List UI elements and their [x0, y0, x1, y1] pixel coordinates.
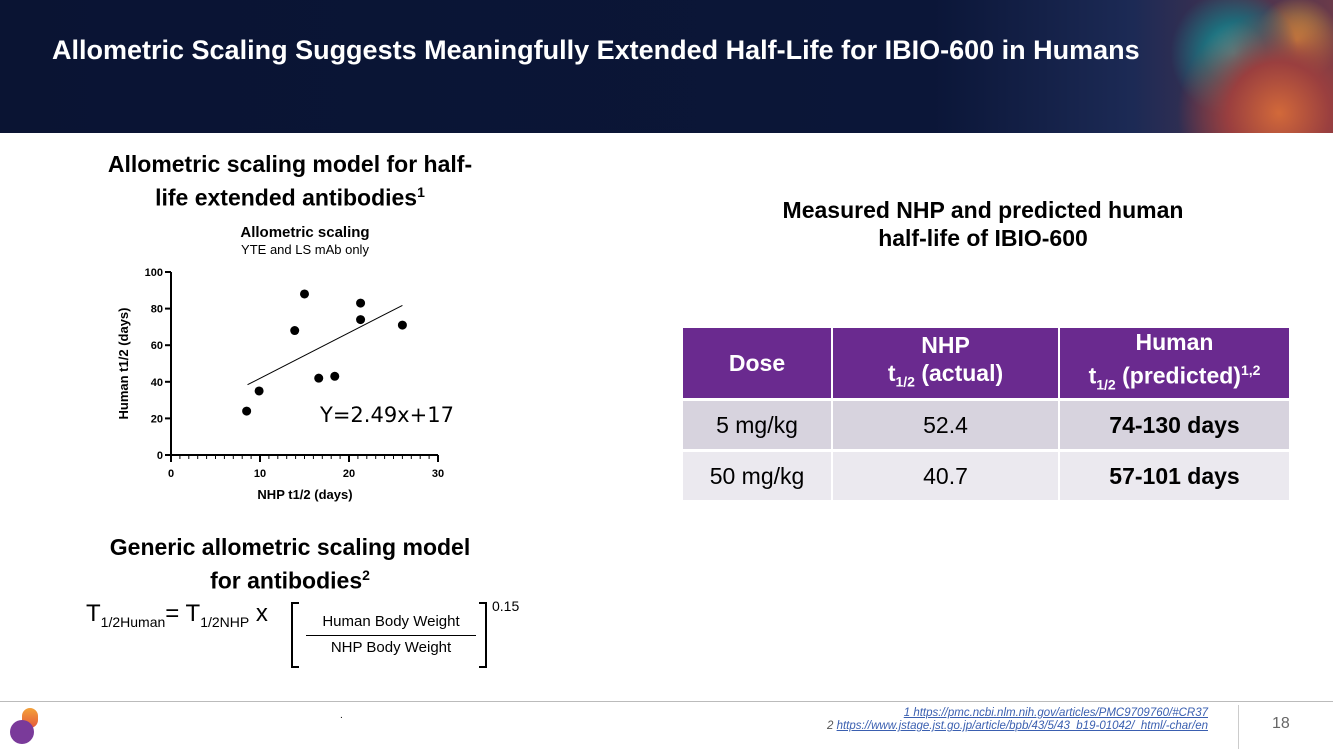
- cell-human: 57-101 days: [1060, 452, 1289, 501]
- data-point: [356, 298, 366, 308]
- right-heading: Measured NHP and predicted human half-li…: [782, 197, 1184, 251]
- table-row: 50 mg/kg 40.7 57-101 days: [683, 452, 1289, 501]
- footer-divider: [0, 701, 1333, 702]
- formula-exponent: 0.15: [492, 598, 520, 614]
- page-number: 18: [1272, 715, 1290, 732]
- reference-2-number: 2: [826, 720, 837, 732]
- fraction-bar: [306, 635, 476, 636]
- x-tick-label: 20: [343, 468, 355, 480]
- x-axis-label: NHP t1/2 (days): [257, 487, 352, 502]
- cell-dose: 5 mg/kg: [683, 401, 833, 450]
- formula-denominator: NHP Body Weight: [330, 639, 452, 656]
- left-heading: Allometric scaling model for half-life e…: [107, 151, 473, 211]
- cell-nhp: 52.4: [833, 401, 1060, 450]
- data-point: [397, 320, 407, 330]
- x-tick-label: 10: [254, 468, 266, 480]
- y-tick-label: 40: [151, 377, 163, 389]
- data-point: [290, 326, 300, 336]
- chart-title: Allometric scaling: [240, 224, 369, 241]
- chart-subtitle: YTE and LS mAb only: [241, 242, 369, 257]
- page-title: Allometric Scaling Suggests Meaningfully…: [52, 35, 1140, 65]
- data-point: [314, 373, 324, 383]
- data-point: [330, 371, 340, 381]
- company-logo: [10, 708, 40, 748]
- y-tick-label: 80: [151, 304, 163, 316]
- x-tick-label: 30: [432, 468, 444, 480]
- generic-heading: Generic allometric scaling model for ant…: [109, 534, 471, 594]
- footer-vertical-divider: [1238, 705, 1239, 749]
- x-tick-label: 0: [168, 468, 174, 480]
- cell-human: 74-130 days: [1060, 401, 1289, 450]
- fit-line: [247, 304, 403, 386]
- y-tick-label: 20: [151, 413, 163, 425]
- data-point: [254, 386, 264, 396]
- antibody-illustration: [1153, 0, 1333, 133]
- data-point: [242, 406, 252, 416]
- y-tick-label: 0: [157, 450, 163, 462]
- y-tick-label: 100: [145, 267, 163, 279]
- data-point: [300, 289, 309, 299]
- header-banner: Allometric Scaling Suggests Meaningfully…: [0, 0, 1333, 133]
- table-row: 5 mg/kg 52.4 74-130 days: [683, 401, 1289, 450]
- header-nhp: NHP t1/2 (actual): [833, 328, 1060, 399]
- header-human: Human t1/2 (predicted)1,2: [1060, 328, 1289, 399]
- header-dose: Dose: [683, 328, 833, 399]
- half-life-table: Dose NHP t1/2 (actual) Human t1/2 (predict…: [683, 325, 1289, 503]
- references: 1 https://pmc.ncbi.nlm.nih.gov/articles/…: [827, 707, 1208, 733]
- footer-dot: .: [340, 710, 343, 721]
- y-axis-label: Human t1/2 (days): [116, 308, 131, 420]
- formula-numerator: Human Body Weight: [322, 613, 460, 630]
- reference-link-1[interactable]: 1 https://pmc.ncbi.nlm.nih.gov/articles/…: [903, 707, 1208, 719]
- table-header-row: Dose NHP t1/2 (actual) Human t1/2 (predict…: [683, 328, 1289, 399]
- cell-nhp: 40.7: [833, 452, 1060, 501]
- reference-link-2[interactable]: https://www.jstage.jst.go.jp/article/bpb…: [836, 720, 1208, 732]
- cell-dose: 50 mg/kg: [683, 452, 833, 501]
- allometric-formula: T1/2Human= T1/2NHP x: [86, 600, 268, 630]
- data-point: [356, 315, 366, 325]
- y-tick-label: 60: [151, 340, 163, 352]
- fit-equation-label: Y=2.49x+17: [319, 403, 454, 427]
